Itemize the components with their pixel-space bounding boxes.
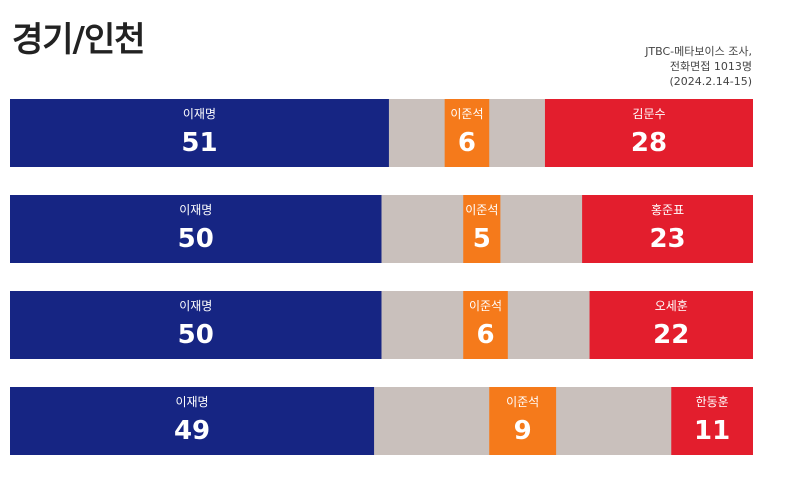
data-label-left: 51 [181,128,217,158]
data-label-left: 49 [174,416,210,446]
source-line-3: (2024.2.14-15) [669,75,752,88]
candidate-name-left: 이재명 [179,203,212,217]
data-label-middle: 6 [458,128,476,158]
data-label-right: 28 [631,128,667,158]
source-line-2: 전화면접 1013명 [669,60,752,73]
data-label-right: 23 [649,224,685,254]
bar-segment-middle [463,195,501,263]
data-label-left: 50 [178,320,214,350]
data-label-middle: 9 [514,416,532,446]
candidate-name-right: 홍준표 [651,203,684,217]
candidate-name-middle: 이준석 [506,395,539,409]
candidate-name-left: 이재명 [179,299,212,313]
bar-segment-left [10,387,375,455]
data-label-right: 11 [694,416,730,446]
candidate-name-middle: 이준석 [469,299,502,313]
candidate-name-middle: 이준석 [465,203,498,217]
source-line-1: JTBC-메타보이스 조사, [645,45,752,58]
bar-segment-right [544,99,753,167]
candidate-name-right: 한동훈 [696,395,729,409]
candidate-name-middle: 이준석 [450,107,483,121]
candidate-name-left: 이재명 [175,395,208,409]
source-note: JTBC-메타보이스 조사, 전화면접 1013명 (2024.2.14-15) [512,44,752,89]
bar-segment-middle [489,387,557,455]
bar-segment-middle [463,291,508,359]
data-label-middle: 5 [473,224,491,254]
data-label-middle: 6 [476,320,494,350]
bar-segment-left [10,195,382,263]
candidate-name-right: 오세훈 [655,299,688,313]
bar-segment-left [10,291,382,359]
bar-segment-right [582,195,753,263]
bar-segment-left [10,99,389,167]
candidate-name-left: 이재명 [183,107,216,121]
bar-segment-right [589,291,753,359]
bar-segment-right [671,387,753,455]
data-label-right: 22 [653,320,689,350]
chart-title: 경기/인천 [12,20,146,60]
data-label-left: 50 [178,224,214,254]
bar-segment-middle [444,99,490,167]
candidate-name-right: 김문수 [632,107,665,121]
